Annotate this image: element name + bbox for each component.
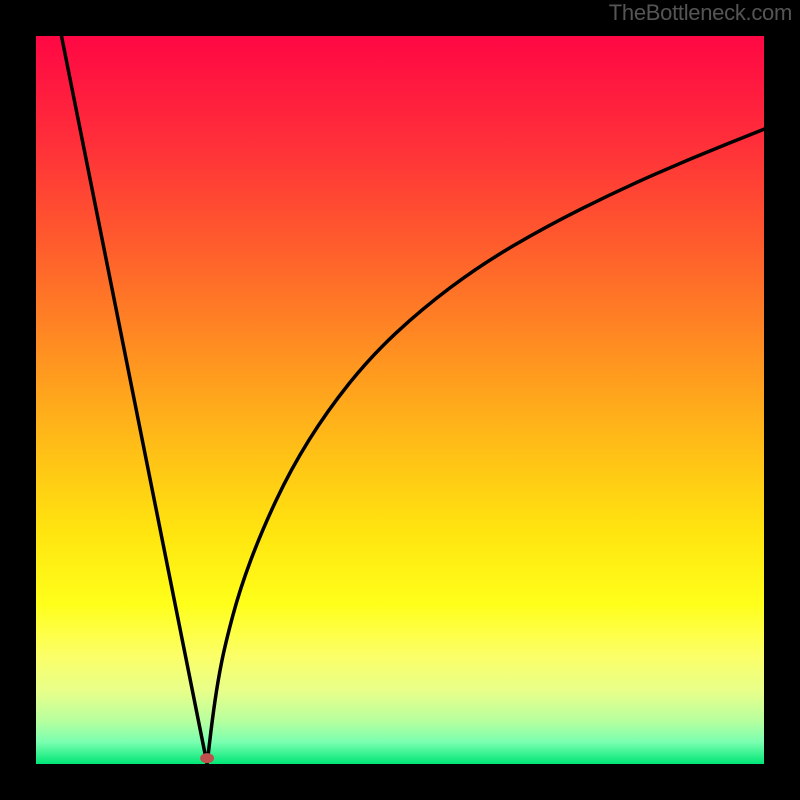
optimum-marker <box>200 753 214 763</box>
chart-svg <box>0 0 800 800</box>
chart-root: TheBottleneck.com <box>0 0 800 800</box>
plot-background <box>36 36 764 764</box>
